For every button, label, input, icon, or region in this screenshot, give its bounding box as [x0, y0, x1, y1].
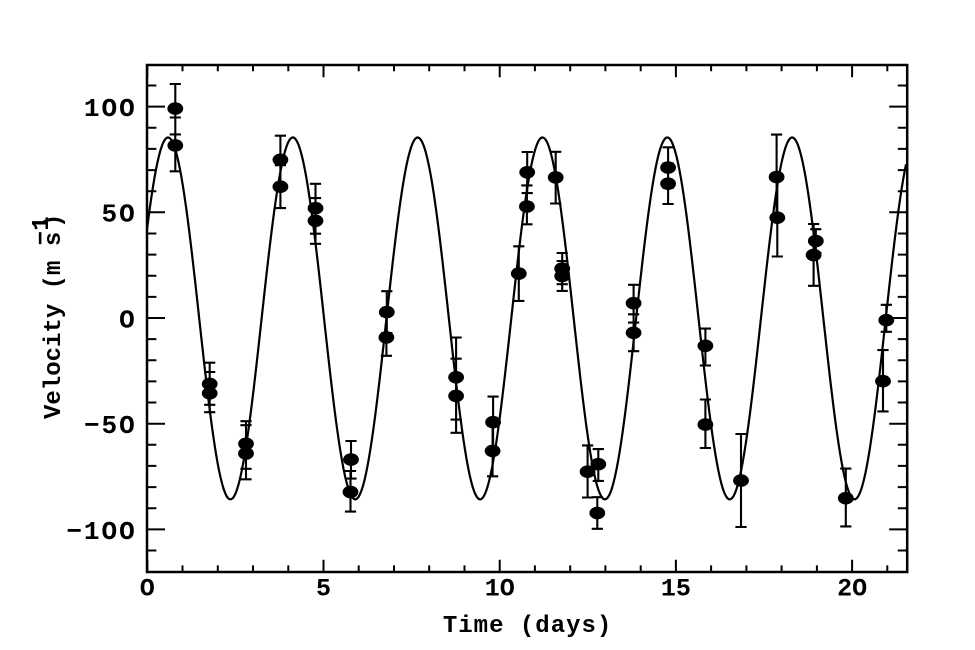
svg-text:−1OO: −1OO [66, 517, 136, 547]
svg-text:): ) [41, 214, 68, 228]
svg-text:5: 5 [316, 575, 331, 604]
svg-text:−5O: −5O [84, 411, 137, 441]
svg-text:15: 15 [661, 575, 691, 604]
svg-text:O: O [119, 305, 137, 335]
svg-text:1O: 1O [485, 575, 515, 604]
svg-text:−1: −1 [29, 216, 56, 245]
svg-text:1OO: 1OO [84, 94, 137, 124]
svg-text:2O: 2O [837, 575, 867, 604]
svg-text:5O: 5O [101, 200, 136, 230]
svg-text:Velocity (m s: Velocity (m s [41, 232, 68, 419]
svg-text:Time (days): Time (days) [443, 613, 612, 640]
svg-text:O: O [140, 575, 155, 604]
